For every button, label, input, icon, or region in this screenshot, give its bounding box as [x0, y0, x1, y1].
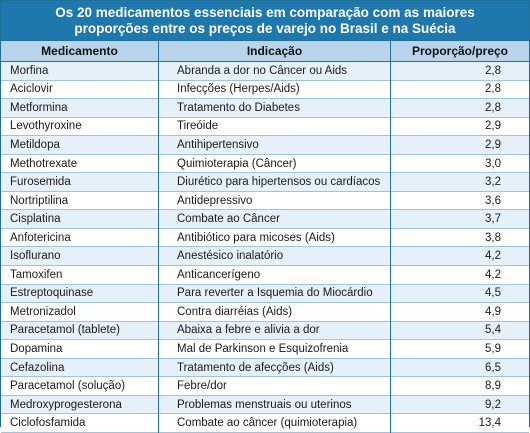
table-title-line-2: proporções entre os preços de varejo no … — [74, 21, 456, 36]
cell-indicacao: Infecções (Herpes/Aids) — [158, 80, 391, 99]
cell-proporcao: 8,9 — [390, 376, 529, 396]
cell-indicacao: Diurético para hipertensos ou cardíacos — [158, 172, 391, 192]
table-title-line-1: Os 20 medicamentos essenciais em compara… — [55, 5, 475, 20]
table-body: Morfina Abranda a dor no Câncer ou Aids 2,… — [1, 61, 529, 433]
table-row: Tamoxifen Anticancerígeno 4,2 — [1, 265, 529, 285]
table-row: Nortriptilina Antidepressivo 3,6 — [1, 191, 529, 210]
table-row: Medroxyprogesterona Problemas menstruais … — [1, 395, 529, 414]
cell-indicacao: Antihipertensivo — [158, 135, 391, 155]
cell-proporcao: 9,2 — [390, 395, 529, 414]
cell-medicamento: Isoflurano — [1, 246, 159, 266]
cell-proporcao: 4,2 — [390, 246, 529, 266]
cell-proporcao: 3,0 — [390, 154, 529, 173]
cell-proporcao: 3,7 — [390, 209, 529, 229]
cell-medicamento: Paracetamol (tablete) — [1, 321, 159, 340]
cell-indicacao: Mal de Parkinson e Esquizofrenia — [158, 339, 391, 359]
table-row: Ciclofosfamida Combate ao câncer (quimiot… — [1, 413, 529, 433]
cell-indicacao: Quimioterapia (Câncer) — [158, 154, 391, 173]
table-row: Paracetamol (solução) Febre/dor 8,9 — [1, 376, 529, 396]
table-row: Cisplatina Combate ao Câncer 3,7 — [1, 209, 529, 229]
cell-medicamento: Paracetamol (solução) — [1, 376, 159, 396]
table-row: Cefazolina Tratamento de afecções (Aids) 6… — [1, 358, 529, 377]
cell-medicamento: Metronizadol — [1, 302, 159, 322]
cell-medicamento: Anfotericina — [1, 228, 159, 247]
cell-medicamento: Aciclovir — [1, 80, 159, 99]
cell-indicacao: Antibiótico para micoses (Aids) — [158, 228, 391, 247]
cell-medicamento: Medroxyprogesterona — [1, 395, 159, 414]
cell-indicacao: Febre/dor — [158, 376, 391, 396]
table-row: Anfotericina Antibiótico para micoses (Ai… — [1, 228, 529, 247]
cell-proporcao: 6,5 — [390, 358, 529, 377]
table-row: Metildopa Antihipertensivo 2,9 — [1, 135, 529, 155]
cell-medicamento: Nortriptilina — [1, 191, 159, 210]
cell-proporcao: 2,8 — [390, 98, 529, 118]
cell-indicacao: Combate ao Câncer — [158, 209, 391, 229]
cell-proporcao: 3,8 — [390, 228, 529, 247]
table-row: Morfina Abranda a dor no Câncer ou Aids 2,… — [1, 61, 529, 81]
table-row: Levothyroxine Tireóide 2,9 — [1, 117, 529, 136]
table-row: Isoflurano Anestésico inalatório 4,2 — [1, 246, 529, 266]
column-header-indicacao: Indicação — [158, 40, 391, 62]
cell-medicamento: Cisplatina — [1, 209, 159, 229]
table-header-row: Medicamento Indicação Proporção/preço — [1, 40, 529, 62]
cell-indicacao: Contra diarréias (Aids) — [158, 302, 391, 322]
cell-indicacao: Abaixa a febre e alivia a dor — [158, 321, 391, 340]
cell-indicacao: Tratamento de afecções (Aids) — [158, 358, 391, 377]
cell-indicacao: Antidepressivo — [158, 191, 391, 210]
cell-proporcao: 2,8 — [390, 61, 529, 81]
cell-proporcao: 5,9 — [390, 339, 529, 359]
cell-proporcao: 5,4 — [390, 321, 529, 340]
cell-proporcao: 4,5 — [390, 284, 529, 303]
column-header-proporcao: Proporção/preço — [390, 40, 529, 62]
cell-proporcao: 2,9 — [390, 135, 529, 155]
table-row: Aciclovir Infecções (Herpes/Aids) 2,8 — [1, 80, 529, 99]
cell-proporcao: 2,9 — [390, 117, 529, 136]
cell-medicamento: Furosemida — [1, 172, 159, 192]
cell-medicamento: Dopamina — [1, 339, 159, 359]
table-row: Furosemida Diurético para hipertensos ou … — [1, 172, 529, 192]
cell-medicamento: Methotrexate — [1, 154, 159, 173]
cell-indicacao: Abranda a dor no Câncer ou Aids — [158, 61, 391, 81]
table-row: Dopamina Mal de Parkinson e Esquizofrenia… — [1, 339, 529, 359]
cell-proporcao: 13,4 — [390, 413, 529, 433]
cell-medicamento: Morfina — [1, 61, 159, 81]
cell-indicacao: Tratamento do Diabetes — [158, 98, 391, 118]
cell-proporcao: 4,2 — [390, 265, 529, 285]
cell-proporcao: 3,6 — [390, 191, 529, 210]
cell-proporcao: 3,2 — [390, 172, 529, 192]
cell-indicacao: Anestésico inalatório — [158, 246, 391, 266]
cell-medicamento: Estreptoquinase — [1, 284, 159, 303]
table-row: Paracetamol (tablete) Abaixa a febre e al… — [1, 321, 529, 340]
cell-indicacao: Combate ao câncer (quimioterapia) — [158, 413, 391, 433]
cell-medicamento: Metformina — [1, 98, 159, 118]
cell-medicamento: Levothyroxine — [1, 117, 159, 136]
cell-indicacao: Problemas menstruais ou uterinos — [158, 395, 391, 414]
table-row: Estreptoquinase Para reverter a Isquemia … — [1, 284, 529, 303]
cell-medicamento: Tamoxifen — [1, 265, 159, 285]
cell-indicacao: Tireóide — [158, 117, 391, 136]
cell-medicamento: Metildopa — [1, 135, 159, 155]
table-title: Os 20 medicamentos essenciais em compara… — [1, 1, 529, 40]
cell-indicacao: Anticancerígeno — [158, 265, 391, 285]
medicines-table: Medicamento Indicação Proporção/preço Mo… — [1, 40, 529, 433]
column-header-medicamento: Medicamento — [1, 40, 159, 62]
cell-indicacao: Para reverter a Isquemia do Miocárdio — [158, 284, 391, 303]
table-row: Metronizadol Contra diarréias (Aids) 4,9 — [1, 302, 529, 322]
table-row: Metformina Tratamento do Diabetes 2,8 — [1, 98, 529, 118]
cell-proporcao: 4,9 — [390, 302, 529, 322]
cell-medicamento: Ciclofosfamida — [1, 413, 159, 433]
cell-proporcao: 2,8 — [390, 80, 529, 99]
table-row: Methotrexate Quimioterapia (Câncer) 3,0 — [1, 154, 529, 173]
cell-medicamento: Cefazolina — [1, 358, 159, 377]
